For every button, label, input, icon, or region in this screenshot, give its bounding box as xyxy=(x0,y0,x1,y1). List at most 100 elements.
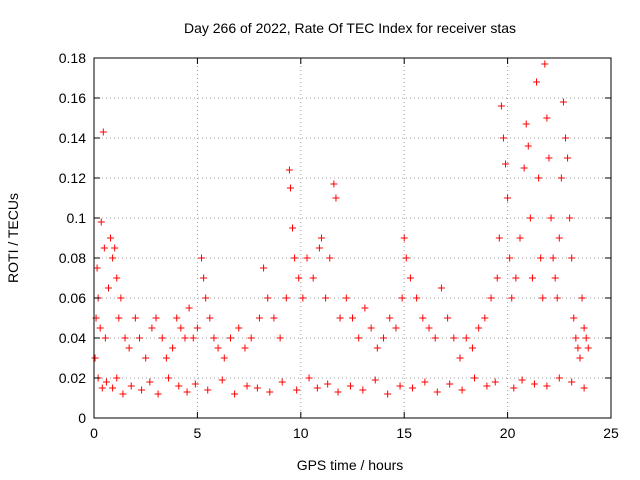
data-point xyxy=(332,194,340,202)
data-point xyxy=(102,378,110,386)
data-point xyxy=(450,334,458,342)
data-point xyxy=(202,294,210,302)
data-point xyxy=(218,376,226,384)
data-point xyxy=(433,388,441,396)
data-point xyxy=(566,214,574,222)
y-tick-label: 0.08 xyxy=(59,250,86,266)
data-point xyxy=(158,334,166,342)
data-point xyxy=(266,388,274,396)
data-point xyxy=(285,166,293,174)
x-tick-label: 5 xyxy=(194,425,202,441)
data-point xyxy=(127,382,135,390)
data-point xyxy=(367,324,375,332)
data-point xyxy=(96,324,104,332)
data-point xyxy=(421,378,429,386)
data-point xyxy=(359,386,367,394)
data-point xyxy=(512,274,520,282)
data-point xyxy=(555,234,563,242)
data-point xyxy=(278,378,286,386)
data-point xyxy=(545,154,553,162)
data-point xyxy=(113,374,121,382)
data-point xyxy=(142,354,150,362)
data-point xyxy=(282,294,290,302)
data-point xyxy=(568,378,576,386)
data-point xyxy=(181,334,189,342)
data-point xyxy=(317,234,325,242)
data-point xyxy=(113,274,121,282)
data-point xyxy=(520,164,528,172)
data-point xyxy=(481,314,489,322)
data-point xyxy=(582,334,590,342)
data-point xyxy=(549,254,557,262)
data-point xyxy=(524,142,532,150)
data-point xyxy=(495,234,503,242)
data-point xyxy=(342,294,350,302)
x-tick-label: 10 xyxy=(293,425,309,441)
data-point xyxy=(398,294,406,302)
data-point xyxy=(226,334,234,342)
data-point xyxy=(293,386,301,394)
data-point xyxy=(131,314,139,322)
data-point xyxy=(336,314,344,322)
data-point xyxy=(109,254,117,262)
data-point xyxy=(458,386,466,394)
data-point xyxy=(499,134,507,142)
data-point xyxy=(324,380,332,388)
data-point xyxy=(241,344,249,352)
data-point xyxy=(553,294,561,302)
data-point xyxy=(109,384,117,392)
data-point xyxy=(557,174,565,182)
data-point xyxy=(97,218,105,226)
data-point xyxy=(431,334,439,342)
data-point xyxy=(425,324,433,332)
grid-lines xyxy=(94,58,611,418)
data-point xyxy=(502,160,510,168)
data-point xyxy=(315,244,323,252)
data-point xyxy=(413,294,421,302)
x-tick-label: 0 xyxy=(90,425,98,441)
data-point xyxy=(173,314,181,322)
data-point xyxy=(148,324,156,332)
data-point xyxy=(493,274,501,282)
data-point xyxy=(152,314,160,322)
data-point xyxy=(396,382,404,390)
data-point xyxy=(541,60,549,68)
data-point xyxy=(508,294,516,302)
data-point xyxy=(198,254,206,262)
data-point xyxy=(101,334,109,342)
data-point xyxy=(243,382,251,390)
data-point xyxy=(175,382,183,390)
data-point xyxy=(289,224,297,232)
data-points xyxy=(91,60,592,398)
data-point xyxy=(204,386,212,394)
y-tick-label: 0.04 xyxy=(59,330,86,346)
data-point xyxy=(400,234,408,242)
chart-title: Day 266 of 2022, Rate Of TEC Index for r… xyxy=(184,20,516,36)
data-point xyxy=(497,102,505,110)
data-point xyxy=(471,374,479,382)
y-tick-label: 0.02 xyxy=(59,370,86,386)
data-point xyxy=(253,384,261,392)
data-point xyxy=(235,324,243,332)
data-point xyxy=(543,382,551,390)
data-point xyxy=(291,254,299,262)
data-point xyxy=(578,294,586,302)
data-point xyxy=(91,354,99,362)
data-point xyxy=(408,384,416,392)
data-point xyxy=(260,264,268,272)
data-point xyxy=(100,244,108,252)
y-tick-label: 0.18 xyxy=(59,50,86,66)
data-point xyxy=(522,120,530,128)
data-point xyxy=(487,294,495,302)
y-tick-label: 0.16 xyxy=(59,90,86,106)
data-point xyxy=(559,98,567,106)
data-point xyxy=(177,324,185,332)
data-point xyxy=(547,214,555,222)
data-point xyxy=(93,264,101,272)
data-point xyxy=(510,384,518,392)
y-tick-label: 0.06 xyxy=(59,290,86,306)
data-point xyxy=(303,254,311,262)
x-axis-ticks: 0 5 10 15 20 25 xyxy=(90,58,619,441)
data-point xyxy=(162,354,170,362)
data-point xyxy=(346,382,354,390)
